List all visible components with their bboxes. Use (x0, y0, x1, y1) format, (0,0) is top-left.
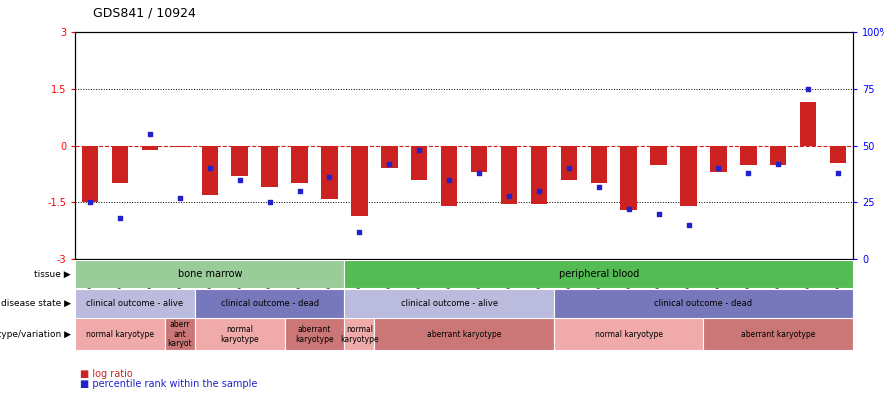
Point (621, 206, 636, 212)
Bar (471, 146, 487, 172)
Point (682, 222, 696, 228)
Bar (770, 146, 787, 164)
Text: peripheral blood: peripheral blood (559, 269, 639, 279)
Bar (554, 289, 853, 318)
Bar (232, 146, 248, 176)
Bar (530, 146, 547, 204)
Bar (345, 289, 554, 318)
Text: aberrant karyotype: aberrant karyotype (741, 330, 815, 339)
Text: aberr
ant
karyot: aberr ant karyot (168, 320, 192, 348)
Text: clinical outcome - alive: clinical outcome - alive (87, 299, 184, 308)
Text: normal
karyotype: normal karyotype (220, 325, 259, 344)
Bar (374, 318, 554, 350)
Bar (800, 102, 817, 146)
Text: clinical outcome - dead: clinical outcome - dead (654, 299, 752, 308)
Text: tissue ▶: tissue ▶ (34, 270, 71, 278)
Point (232, 177, 247, 183)
Text: normal karyotype: normal karyotype (595, 330, 663, 339)
Point (502, 192, 516, 199)
Text: clinical outcome - alive: clinical outcome - alive (400, 299, 498, 308)
Bar (381, 146, 398, 168)
Point (113, 215, 127, 222)
Point (712, 165, 726, 171)
Bar (621, 146, 636, 210)
Bar (591, 146, 607, 183)
Bar (194, 318, 285, 350)
Text: bone marrow: bone marrow (178, 269, 242, 279)
Bar (411, 146, 428, 180)
Bar (500, 146, 517, 204)
Text: aberrant karyotype: aberrant karyotype (427, 330, 501, 339)
Bar (554, 318, 704, 350)
Bar (292, 146, 308, 183)
Bar (82, 146, 98, 202)
Bar (351, 146, 368, 216)
Bar (111, 146, 128, 183)
Bar (345, 318, 374, 350)
Bar (560, 146, 577, 180)
Bar (165, 318, 194, 350)
Bar (285, 318, 345, 350)
Bar (141, 146, 158, 150)
Text: normal
karyotype: normal karyotype (340, 325, 378, 344)
Bar (681, 146, 697, 206)
Point (323, 174, 337, 181)
Bar (75, 318, 165, 350)
Bar (830, 146, 846, 163)
Bar (262, 146, 278, 187)
Text: aberrant
karyotype: aberrant karyotype (295, 325, 334, 344)
Bar (710, 146, 727, 172)
Bar (171, 146, 188, 147)
Text: genotype/variation ▶: genotype/variation ▶ (0, 330, 71, 339)
Point (801, 86, 815, 92)
Bar (321, 146, 338, 199)
Text: GDS841 / 10924: GDS841 / 10924 (93, 7, 195, 20)
Point (561, 165, 575, 171)
Point (591, 183, 606, 190)
Point (472, 170, 486, 176)
Point (263, 199, 277, 206)
Point (652, 211, 666, 217)
Point (293, 188, 307, 194)
Text: normal karyotype: normal karyotype (86, 330, 154, 339)
Text: disease state ▶: disease state ▶ (1, 299, 71, 308)
Point (172, 195, 187, 201)
Point (771, 161, 785, 167)
Bar (740, 146, 757, 164)
Text: clinical outcome - dead: clinical outcome - dead (220, 299, 319, 308)
Bar (194, 289, 345, 318)
Bar (345, 260, 853, 288)
Point (442, 177, 456, 183)
Bar (202, 146, 218, 195)
Text: ■ percentile rank within the sample: ■ percentile rank within the sample (80, 379, 257, 389)
Bar (75, 260, 345, 288)
Bar (441, 146, 457, 206)
Point (742, 170, 756, 176)
Bar (704, 318, 853, 350)
Point (412, 147, 426, 153)
Point (831, 170, 845, 176)
Point (382, 161, 396, 167)
Point (143, 131, 157, 137)
Bar (75, 289, 194, 318)
Point (202, 165, 217, 171)
Bar (651, 146, 667, 164)
Point (83, 199, 97, 206)
Point (353, 229, 367, 235)
Point (532, 188, 546, 194)
Text: ■ log ratio: ■ log ratio (80, 369, 133, 379)
